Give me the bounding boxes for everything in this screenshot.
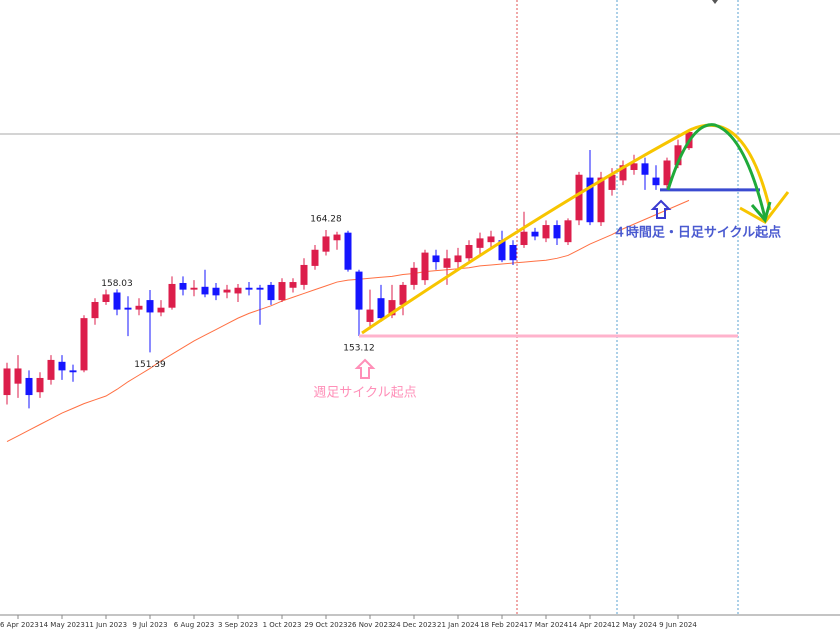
- candle-body: [630, 163, 638, 170]
- x-tick-label: 9 Jul 2023: [132, 621, 167, 629]
- candle-body: [674, 145, 682, 166]
- candle-body: [146, 300, 154, 313]
- candle-body: [124, 307, 132, 310]
- x-tick-label: 26 Nov 2023: [348, 621, 393, 629]
- candle-body: [278, 282, 286, 301]
- candle-body: [80, 318, 88, 371]
- cycle-arc: [666, 123, 767, 219]
- candle-body: [509, 245, 517, 261]
- x-tick-label: 18 Feb 2024: [480, 621, 524, 629]
- candle-body: [399, 284, 407, 305]
- candle-body: [531, 231, 539, 237]
- up-arrow: [354, 358, 376, 379]
- candle-body: [487, 236, 495, 243]
- cycle-arc: [361, 123, 772, 335]
- candle-body: [190, 287, 198, 290]
- candle-body: [36, 377, 44, 393]
- candle-body: [201, 286, 209, 295]
- candle-body: [355, 271, 363, 310]
- candle-body: [58, 361, 66, 371]
- candle-body: [498, 240, 506, 261]
- x-tick-label: 14 Apr 2024: [568, 621, 612, 629]
- candle-body: [377, 298, 385, 319]
- x-tick-label: 21 Jan 2024: [437, 621, 480, 629]
- candle-body: [256, 287, 264, 290]
- candle-body: [410, 267, 418, 285]
- candle-body: [465, 245, 473, 259]
- x-tick-label: 29 Oct 2023: [304, 621, 347, 629]
- price-label: 151.39: [134, 360, 166, 370]
- candle-body: [168, 283, 176, 308]
- candle-body: [267, 284, 275, 301]
- candle-body: [333, 234, 341, 241]
- annotation: 週足サイクル起点: [313, 386, 416, 401]
- candle-body: [421, 252, 429, 281]
- moving-average: [6, 199, 690, 443]
- candle-body: [113, 292, 121, 310]
- candle-body: [652, 177, 660, 186]
- candle-body: [234, 287, 242, 294]
- x-tick-label: 6 Aug 2023: [174, 621, 214, 629]
- price-label: 158.03: [101, 279, 133, 289]
- candle-body: [641, 163, 649, 175]
- candle-body: [597, 177, 605, 223]
- candle-body: [179, 282, 187, 290]
- marker: [712, 0, 718, 4]
- x-tick-label: 9 Jun 2024: [659, 621, 697, 629]
- candle-body: [619, 165, 627, 181]
- up-arrow: [650, 199, 672, 219]
- candle-body: [432, 255, 440, 263]
- candle-body: [3, 368, 11, 396]
- candle-body: [366, 309, 374, 322]
- candle-body: [553, 225, 561, 239]
- candle-body: [300, 264, 308, 285]
- candle-body: [344, 232, 352, 270]
- candle-body: [47, 359, 55, 380]
- candle-body: [102, 294, 110, 302]
- x-tick-label: 24 Dec 2023: [392, 621, 437, 629]
- x-tick-label: 1 Oct 2023: [263, 621, 302, 629]
- price-label: 164.28: [310, 215, 342, 225]
- price-label: 153.12: [343, 343, 375, 353]
- candle-body: [91, 301, 99, 319]
- plot: 164.28 158.03 151.39 153.12 6 Apr 2023 14 May…: [0, 130, 760, 629]
- candle-body: [454, 255, 462, 263]
- x-tick-label: 11 Jun 2023: [85, 621, 127, 629]
- x-tick-label: 14 May 2023: [39, 621, 85, 629]
- candle-body: [443, 258, 451, 268]
- candle-body: [212, 287, 220, 296]
- candle-body: [245, 287, 253, 290]
- candle-body: [322, 236, 330, 252]
- arrow-head: [750, 201, 772, 224]
- candle-body: [564, 220, 572, 243]
- candle-body: [520, 231, 528, 246]
- candle-body: [608, 174, 616, 190]
- candle-body: [476, 238, 484, 248]
- candle-body: [388, 300, 396, 316]
- x-tick-label: 12 May 2024: [611, 621, 657, 629]
- candle-body: [135, 305, 143, 310]
- annotation: ４時間足・日足サイクル起点: [613, 225, 781, 241]
- candle-body: [223, 289, 231, 293]
- candle-body: [289, 282, 297, 288]
- candle-body: [14, 368, 22, 384]
- x-tick-label: 6 Apr 2023: [0, 621, 39, 629]
- candle-body: [575, 174, 583, 221]
- candle-body: [586, 177, 594, 223]
- x-tick-label: 17 Mar 2024: [524, 621, 569, 629]
- x-tick-label: 3 Sep 2023: [218, 621, 258, 629]
- candle-body: [25, 377, 33, 396]
- candle-body: [157, 307, 165, 313]
- candle-body: [542, 225, 550, 239]
- candle-body: [311, 249, 319, 266]
- candle-body: [69, 370, 77, 373]
- candle-body: [663, 160, 671, 186]
